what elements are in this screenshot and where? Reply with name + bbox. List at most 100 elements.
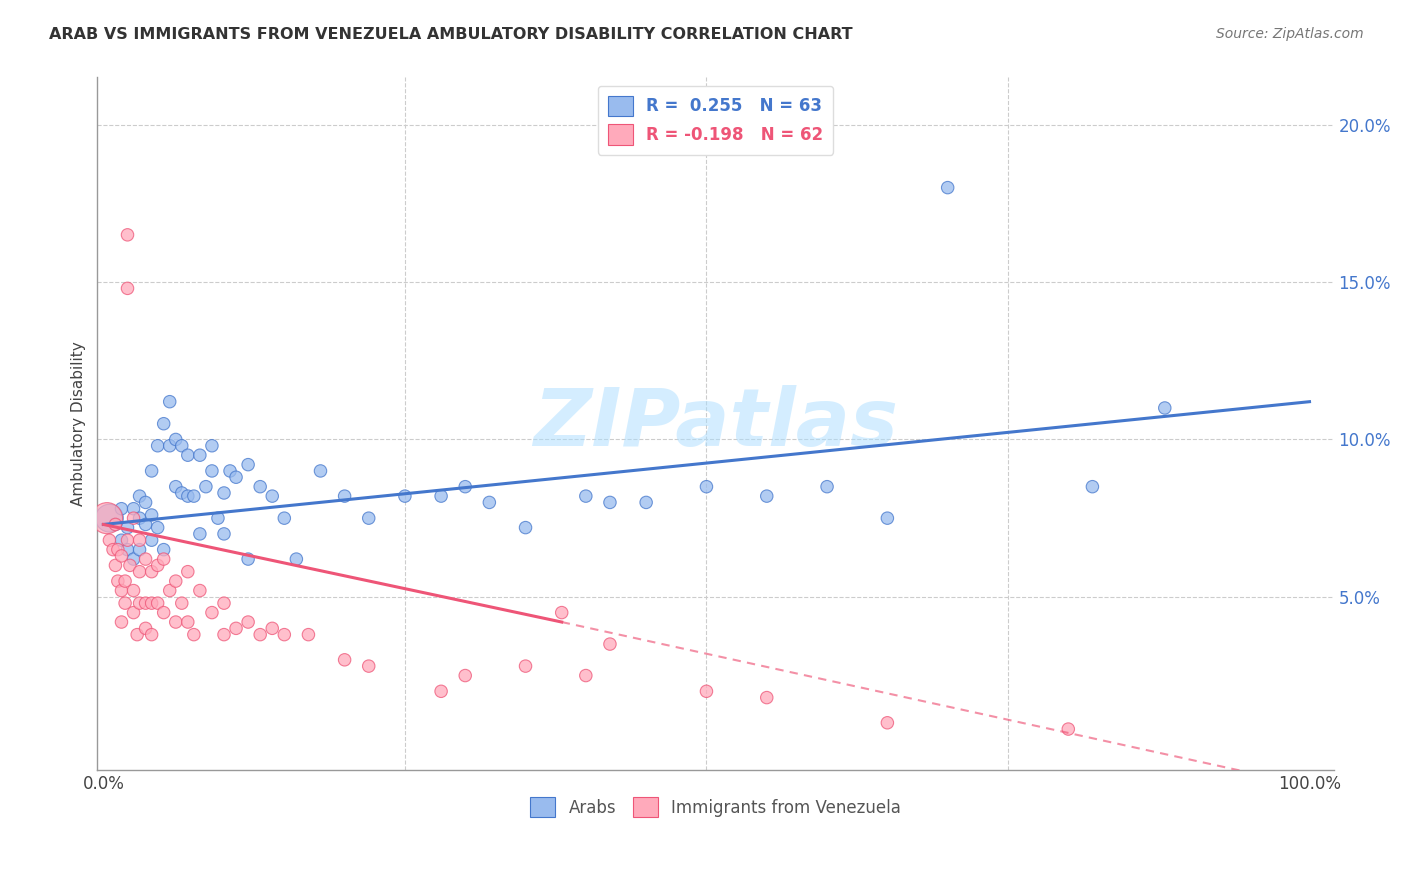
- Point: [201, 464, 224, 478]
- Point: [183, 627, 205, 641]
- Point: [141, 565, 163, 579]
- Point: [236, 552, 259, 566]
- Point: [177, 615, 200, 629]
- Point: [114, 596, 136, 610]
- Point: [128, 596, 150, 610]
- Point: [515, 659, 537, 673]
- Point: [262, 621, 284, 635]
- Point: [128, 489, 150, 503]
- Point: [110, 549, 132, 563]
- Point: [98, 511, 121, 525]
- Point: [122, 511, 145, 525]
- Point: [212, 596, 235, 610]
- Point: [357, 511, 380, 525]
- Point: [165, 615, 187, 629]
- Point: [876, 511, 898, 525]
- Point: [430, 489, 453, 503]
- Point: [188, 527, 211, 541]
- Point: [110, 615, 132, 629]
- Point: [98, 533, 121, 548]
- Point: [141, 533, 163, 548]
- Point: [333, 653, 356, 667]
- Point: [122, 552, 145, 566]
- Point: [188, 448, 211, 462]
- Point: [146, 596, 169, 610]
- Point: [165, 574, 187, 588]
- Point: [104, 517, 127, 532]
- Point: [128, 533, 150, 548]
- Point: [159, 394, 181, 409]
- Point: [141, 464, 163, 478]
- Point: [96, 511, 118, 525]
- Point: [128, 565, 150, 579]
- Point: [394, 489, 416, 503]
- Point: [159, 583, 181, 598]
- Point: [219, 464, 242, 478]
- Point: [478, 495, 501, 509]
- Point: [599, 495, 621, 509]
- Point: [599, 637, 621, 651]
- Point: [128, 542, 150, 557]
- Point: [212, 527, 235, 541]
- Point: [454, 480, 477, 494]
- Point: [188, 583, 211, 598]
- Point: [122, 583, 145, 598]
- Point: [141, 596, 163, 610]
- Point: [117, 533, 139, 548]
- Point: [107, 574, 129, 588]
- Point: [1057, 722, 1080, 736]
- Point: [170, 439, 193, 453]
- Point: [110, 501, 132, 516]
- Text: ARAB VS IMMIGRANTS FROM VENEZUELA AMBULATORY DISABILITY CORRELATION CHART: ARAB VS IMMIGRANTS FROM VENEZUELA AMBULA…: [49, 27, 853, 42]
- Text: Source: ZipAtlas.com: Source: ZipAtlas.com: [1216, 27, 1364, 41]
- Point: [110, 533, 132, 548]
- Point: [141, 508, 163, 522]
- Point: [249, 627, 271, 641]
- Text: ZIPatlas: ZIPatlas: [533, 384, 898, 463]
- Point: [146, 439, 169, 453]
- Point: [212, 627, 235, 641]
- Point: [575, 668, 598, 682]
- Point: [454, 668, 477, 682]
- Point: [152, 552, 174, 566]
- Point: [146, 520, 169, 534]
- Point: [135, 495, 157, 509]
- Point: [117, 281, 139, 295]
- Legend: Arabs, Immigrants from Venezuela: Arabs, Immigrants from Venezuela: [523, 790, 908, 824]
- Point: [225, 470, 247, 484]
- Point: [152, 542, 174, 557]
- Point: [104, 517, 127, 532]
- Point: [152, 417, 174, 431]
- Y-axis label: Ambulatory Disability: Ambulatory Disability: [72, 342, 86, 506]
- Point: [551, 606, 574, 620]
- Point: [273, 627, 295, 641]
- Point: [273, 511, 295, 525]
- Point: [170, 486, 193, 500]
- Point: [309, 464, 332, 478]
- Point: [177, 448, 200, 462]
- Point: [107, 542, 129, 557]
- Point: [1153, 401, 1175, 415]
- Point: [297, 627, 319, 641]
- Point: [183, 489, 205, 503]
- Point: [110, 583, 132, 598]
- Point: [225, 621, 247, 635]
- Point: [135, 552, 157, 566]
- Point: [695, 480, 717, 494]
- Point: [636, 495, 658, 509]
- Point: [249, 480, 271, 494]
- Point: [117, 520, 139, 534]
- Point: [1081, 480, 1104, 494]
- Point: [159, 439, 181, 453]
- Point: [135, 621, 157, 635]
- Point: [236, 458, 259, 472]
- Point: [755, 690, 778, 705]
- Point: [177, 489, 200, 503]
- Point: [430, 684, 453, 698]
- Point: [165, 433, 187, 447]
- Point: [177, 565, 200, 579]
- Point: [118, 558, 141, 573]
- Point: [212, 486, 235, 500]
- Point: [236, 615, 259, 629]
- Point: [152, 606, 174, 620]
